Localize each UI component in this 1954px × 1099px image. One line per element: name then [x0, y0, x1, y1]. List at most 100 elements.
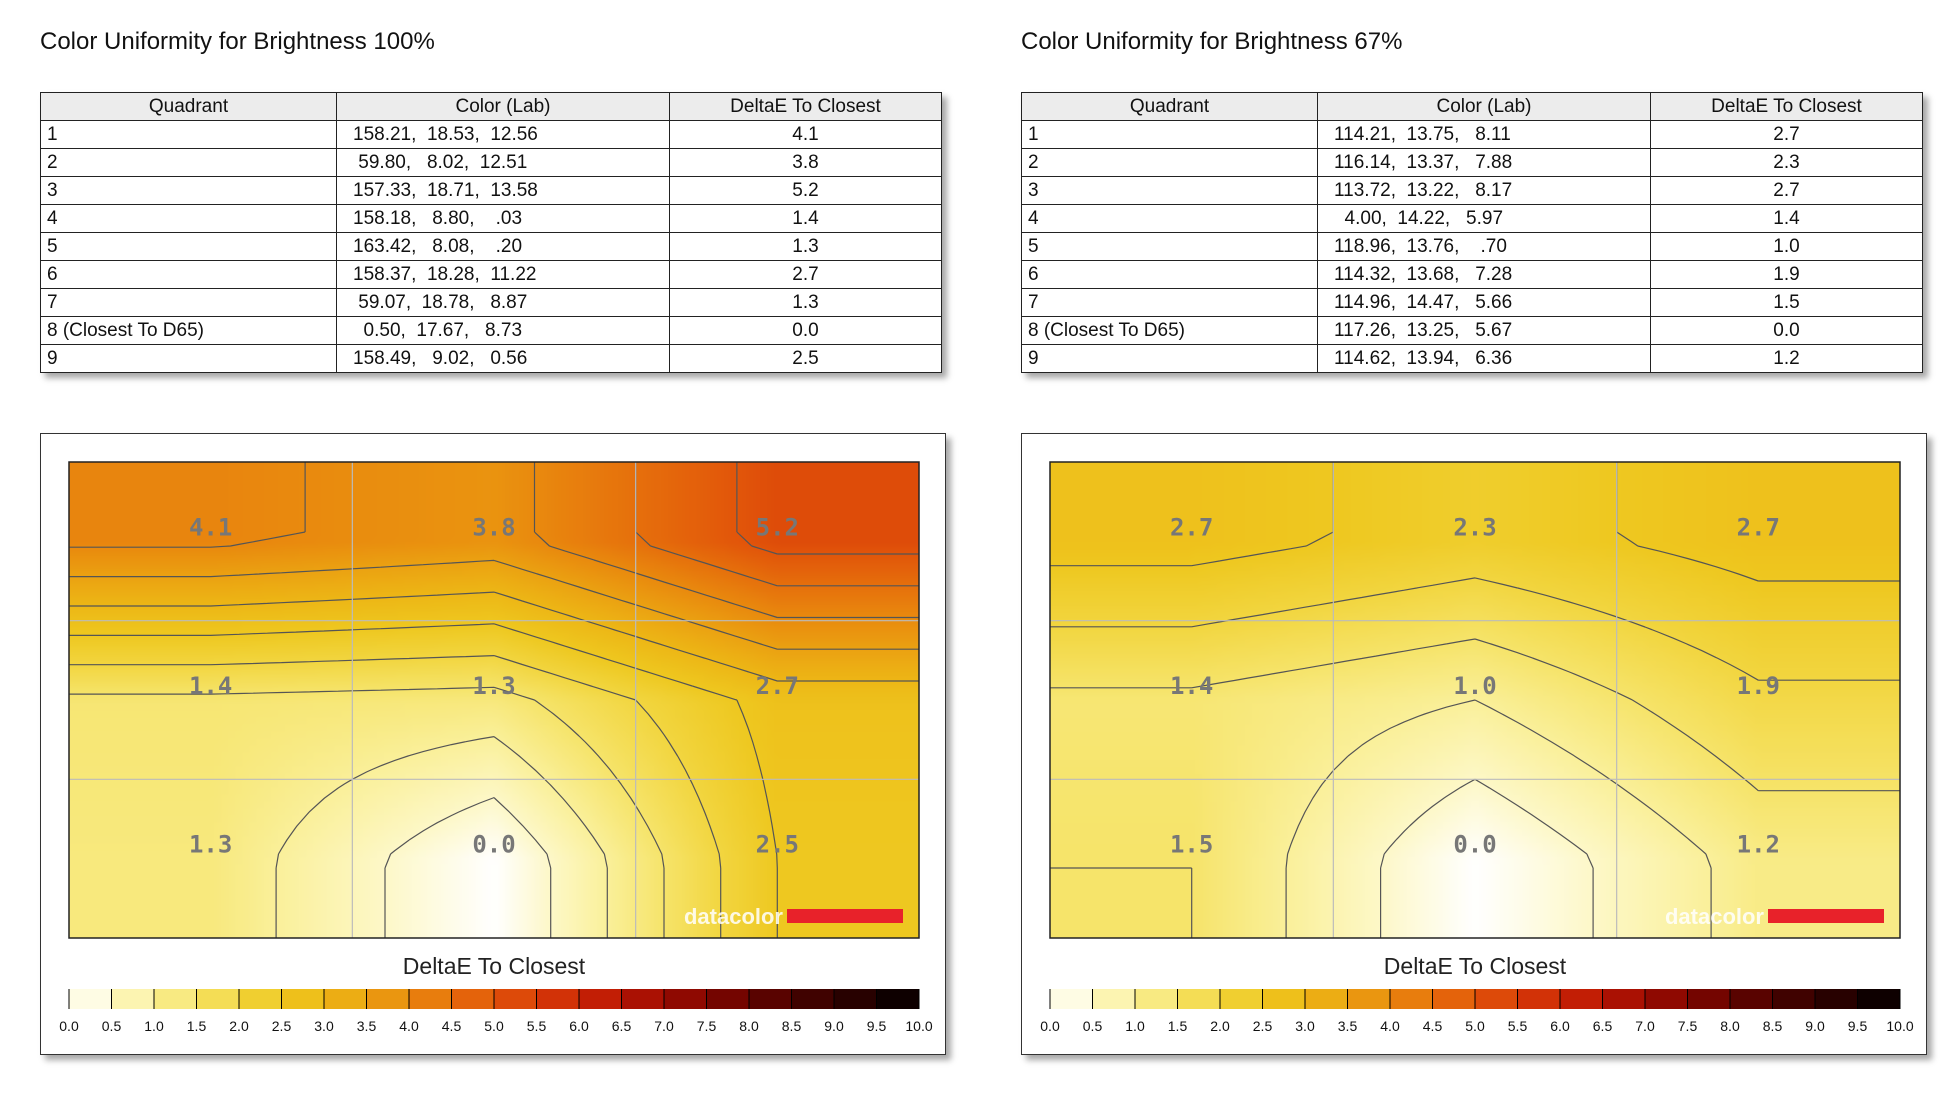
legend-swatch: [1815, 989, 1858, 1009]
quadrant-cell: 6: [1021, 260, 1318, 289]
cell-value-label: 1.2: [1737, 831, 1780, 859]
contour-lines: [69, 462, 919, 938]
column-header: Color (Lab): [1317, 92, 1651, 121]
table-row: 9 158.49, 9.02, 0.56 2.5: [40, 344, 942, 373]
legend-swatch: [239, 989, 282, 1009]
legend-tick-label: 1.0: [144, 1018, 164, 1034]
deltae-cell: 2.7: [1650, 176, 1923, 205]
panel-brightness-67: Color Uniformity for Brightness 67% Quad…: [1021, 0, 1954, 1099]
legend-tick-label: 9.5: [1848, 1018, 1868, 1034]
quadrant-cell: 7: [40, 288, 337, 317]
table-row: 4 158.18, 8.80, .03 1.4: [40, 204, 942, 233]
cell-value-label: 2.7: [756, 672, 799, 700]
lab-cell: 114.32, 13.68, 7.28: [1317, 260, 1651, 289]
quadrant-cell: 1: [40, 120, 337, 149]
table-row: 4 4.00, 14.22, 5.97 1.4: [1021, 204, 1923, 233]
table-row: 2 116.14, 13.37, 7.88 2.3: [1021, 148, 1923, 177]
legend-tick-label: 2.0: [1210, 1018, 1230, 1034]
quadrant-cell: 5: [1021, 232, 1318, 261]
lab-cell: 157.33, 18.71, 13.58: [336, 176, 670, 205]
legend-tick-label: 9.5: [867, 1018, 887, 1034]
legend-tick-label: 3.5: [1338, 1018, 1358, 1034]
quadrant-cell: 5: [40, 232, 337, 261]
legend-tick-label: 6.5: [612, 1018, 632, 1034]
lab-cell: 116.14, 13.37, 7.88: [1317, 148, 1651, 177]
deltae-cell: 0.0: [1650, 316, 1923, 345]
legend-tick-label: 7.5: [697, 1018, 717, 1034]
legend-swatch: [1220, 989, 1263, 1009]
legend-swatch: [1092, 989, 1136, 1009]
quadrant-cell: 6: [40, 260, 337, 289]
cell-value-label: 1.9: [1737, 672, 1780, 700]
contour-line: [69, 686, 665, 938]
legend-title: DeltaE To Closest: [1384, 953, 1567, 979]
cell-value-label: 1.4: [189, 672, 232, 700]
legend-tick-label: 9.0: [824, 1018, 844, 1034]
lab-cell: 114.21, 13.75, 8.11: [1317, 120, 1651, 149]
quadrant-cell: 4: [40, 204, 337, 233]
datacolor-watermark: datacolor: [1665, 904, 1764, 929]
legend-tick-label: 2.5: [1253, 1018, 1273, 1034]
legend-swatch: [1560, 989, 1603, 1009]
table-row: 7 59.07, 18.78, 8.87 1.3: [40, 288, 942, 317]
legend-swatch: [536, 989, 580, 1009]
legend-swatch: [876, 989, 920, 1009]
quadrant-cell: 8 (Closest To D65): [1021, 316, 1318, 345]
legend-tick-label: 1.0: [1125, 1018, 1145, 1034]
quadrant-cell: 1: [1021, 120, 1318, 149]
table-row: 8 (Closest To D65) 117.26, 13.25, 5.67 0.0: [1021, 316, 1923, 345]
section-title: Color Uniformity for Brightness 100%: [40, 28, 435, 55]
cell-value-label: 2.3: [1453, 513, 1496, 541]
quadrant-cell: 2: [1021, 148, 1318, 177]
contour-line: [384, 797, 552, 938]
quadrant-cell: 3: [40, 176, 337, 205]
quadrant-cell: 2: [40, 148, 337, 177]
cell-value-label: 2.5: [756, 831, 799, 859]
legend-tick-label: 2.5: [272, 1018, 292, 1034]
cell-value-label: 1.5: [1170, 831, 1213, 859]
deltae-cell: 1.0: [1650, 232, 1923, 261]
contour-line: [736, 462, 919, 555]
legend-title: DeltaE To Closest: [403, 953, 586, 979]
legend-tick-label: 5.5: [527, 1018, 547, 1034]
table-row: 9 114.62, 13.94, 6.36 1.2: [1021, 344, 1923, 373]
legend-tick-label: 4.5: [1423, 1018, 1443, 1034]
contour-line: [1050, 638, 1900, 938]
map-frame: [1049, 461, 1901, 939]
legend-tick-label: 3.0: [1295, 1018, 1315, 1034]
legend-swatch: [1135, 989, 1178, 1009]
legend-swatch: [366, 989, 410, 1009]
cell-value-label: 0.0: [472, 831, 515, 859]
uniformity-map-box: 4.1 3.8 5.2 1.4 1.3 2.7 1.3 0.0 2.5 datacolor Delt…: [40, 433, 946, 1055]
legend-swatch: [1050, 989, 1093, 1009]
deltae-cell: 1.4: [1650, 204, 1923, 233]
contour-line: [275, 736, 608, 938]
deltae-cell: 0.0: [669, 316, 942, 345]
cell-value-label: 4.1: [189, 513, 232, 541]
watermark-bar: [787, 909, 903, 923]
legend-swatch: [451, 989, 495, 1009]
legend-swatch: [1390, 989, 1433, 1009]
legend-tick-label: 0.5: [1083, 1018, 1103, 1034]
contour-line: [69, 623, 778, 938]
deltae-cell: 2.3: [1650, 148, 1923, 177]
cell-value-label: 3.8: [472, 513, 515, 541]
column-header: Quadrant: [40, 92, 337, 121]
legend-tick-label: 0.0: [1040, 1018, 1060, 1034]
deltae-cell: 1.2: [1650, 344, 1923, 373]
legend-swatch: [494, 989, 537, 1009]
legend-swatch: [834, 989, 877, 1009]
lab-cell: 158.37, 18.28, 11.22: [336, 260, 670, 289]
contour-line: [69, 462, 919, 619]
legend-tick-label: 8.5: [1763, 1018, 1783, 1034]
quadrant-cell: 9: [1021, 344, 1318, 373]
panel-brightness-100: Color Uniformity for Brightness 100% Qua…: [40, 0, 980, 1099]
column-header: Quadrant: [1021, 92, 1318, 121]
quadrant-table: Quadrant Color (Lab) DeltaE To Closest 1…: [1021, 92, 1923, 373]
legend-swatch: [1475, 989, 1518, 1009]
legend-tick-label: 7.5: [1678, 1018, 1698, 1034]
cell-value-label: 1.3: [189, 831, 232, 859]
legend-swatch: [1602, 989, 1646, 1009]
quadrant-cell: 4: [1021, 204, 1318, 233]
deltae-cell: 2.7: [1650, 120, 1923, 149]
